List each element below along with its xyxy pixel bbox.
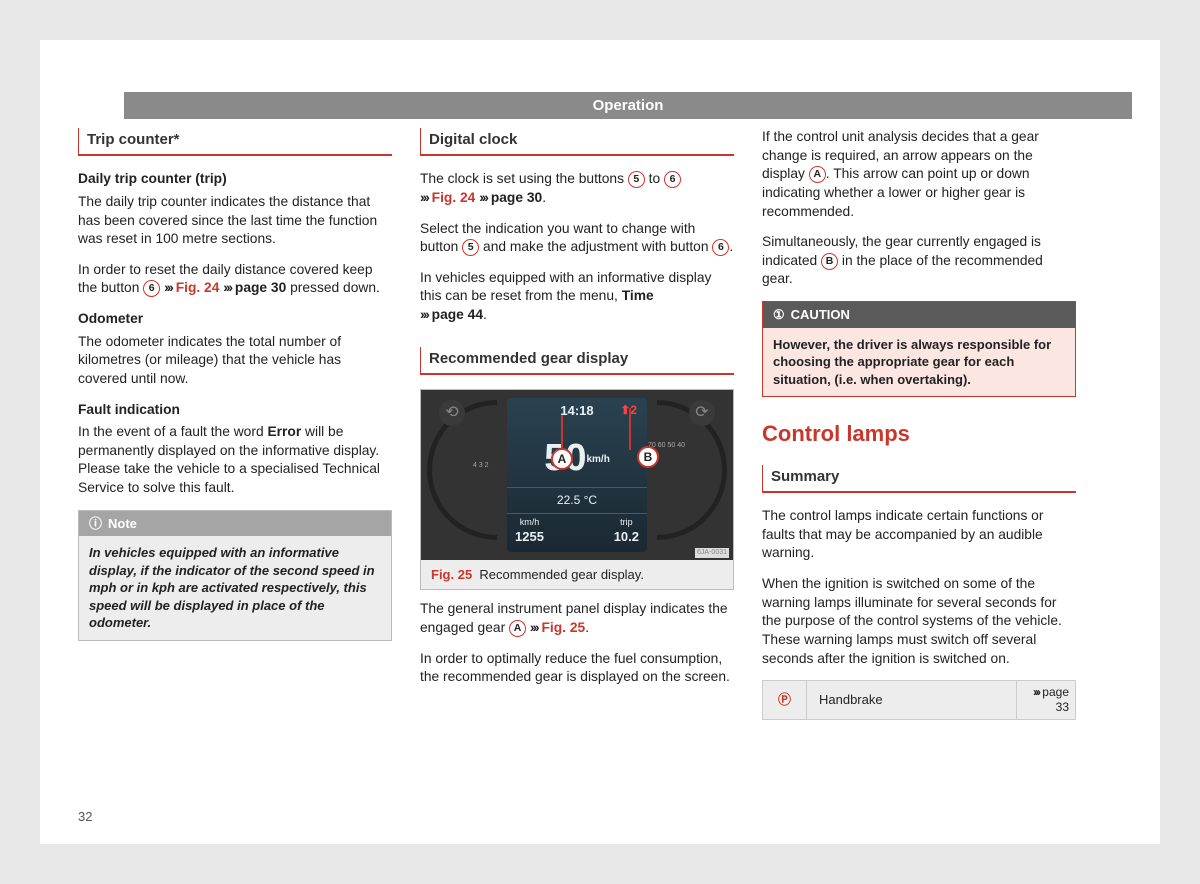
note-head: Note [79,511,391,537]
note-body: In vehicles equipped with an informative… [79,536,391,640]
arrows-icon: ››› [530,620,538,635]
lamp-table-row: Ⓟ Handbrake ››› page33 [762,680,1076,720]
para-select: Select the indication you want to change… [420,220,734,257]
button-ref-5: 5 [462,239,479,256]
heading-control-lamps: Control lamps [762,419,1076,449]
arrows-icon: ››› [223,280,231,295]
arrows-icon: ››› [420,190,428,205]
columns: Trip counter* Daily trip counter (trip) … [78,40,1130,720]
page-ref-30: page 30 [491,190,542,205]
marker-b: B [637,446,659,468]
para-vehicles: In vehicles equipped with an informative… [420,269,734,325]
display-speed: 50km/h [507,439,647,477]
heading-summary: Summary [762,465,1076,493]
nav-left-icon: ⟲ [439,400,465,426]
caution-head: CAUTION [763,302,1075,328]
fig-ref-24: Fig. 24 [176,280,220,295]
para-simultaneous: Simultaneously, the gear currently engag… [762,233,1076,289]
column-2: Digital clock The clock is set using the… [420,128,734,720]
figure-25: ⟲ ⟳ 4 3 2 80 70 60 50 40 14:18 ⬆2 50km/h… [420,389,734,591]
page-number: 32 [78,809,92,824]
marker-a-ref: A [809,166,826,183]
handbrake-icon: Ⓟ [763,681,807,719]
heading-trip-counter: Trip counter* [78,128,392,156]
page-header: Operation [124,92,1132,119]
button-ref-5: 5 [628,171,645,188]
heading-digital-clock: Digital clock [420,128,734,156]
subhead-odometer: Odometer [78,310,392,329]
caution-body: However, the driver is always responsibl… [763,328,1075,397]
subhead-fault: Fault indication [78,401,392,420]
arrows-icon: ››› [479,190,487,205]
column-1: Trip counter* Daily trip counter (trip) … [78,128,392,720]
caution-box: CAUTION However, the driver is always re… [762,301,1076,397]
lamp-label: Handbrake [807,681,1017,719]
para-general: The general instrument panel display ind… [420,600,734,637]
gauge-screen: 14:18 ⬆2 50km/h 22.5 °C km/h1255 trip10.… [507,398,647,552]
fig-ref-25: Fig. 25 [541,620,585,635]
button-ref-6: 6 [143,280,160,297]
button-ref-6: 6 [664,171,681,188]
fig-ref-24: Fig. 24 [432,190,476,205]
note-box: Note In vehicles equipped with an inform… [78,510,392,641]
display-temp: 22.5 °C [507,487,647,513]
manual-page: Operation Trip counter* Daily trip count… [40,40,1160,844]
para-lamps-2: When the ignition is switched on some of… [762,575,1076,668]
heading-gear-display: Recommended gear display [420,347,734,375]
marker-a-ref: A [509,620,526,637]
para-optimal: In order to optimally reduce the fuel co… [420,650,734,687]
lamp-page-ref: ››› page33 [1017,681,1075,719]
para-reset: In order to reset the daily distance cov… [78,261,392,298]
para-analysis: If the control unit analysis decides tha… [762,128,1076,221]
para-odometer: The odometer indicates the total number … [78,333,392,389]
para-clock: The clock is set using the buttons 5 to … [420,170,734,207]
arrows-icon: ››› [420,307,428,322]
subhead-daily: Daily trip counter (trip) [78,170,392,189]
page-ref-44: page 44 [432,307,483,322]
marker-a: A [551,448,573,470]
arrows-icon: ››› [164,280,172,295]
figure-caption: Fig. 25 Recommended gear display. [421,560,733,590]
page-ref-30: page 30 [235,280,286,295]
dashboard-illustration: ⟲ ⟳ 4 3 2 80 70 60 50 40 14:18 ⬆2 50km/h… [421,390,733,560]
nav-right-icon: ⟳ [689,400,715,426]
column-3: If the control unit analysis decides tha… [762,128,1076,720]
para-lamps-1: The control lamps indicate certain funct… [762,507,1076,563]
button-ref-6: 6 [712,239,729,256]
para-fault: In the event of a fault the word Error w… [78,423,392,498]
para-daily: The daily trip counter indicates the dis… [78,193,392,249]
arrows-icon: ››› [1033,685,1039,699]
marker-b-ref: B [821,253,838,270]
